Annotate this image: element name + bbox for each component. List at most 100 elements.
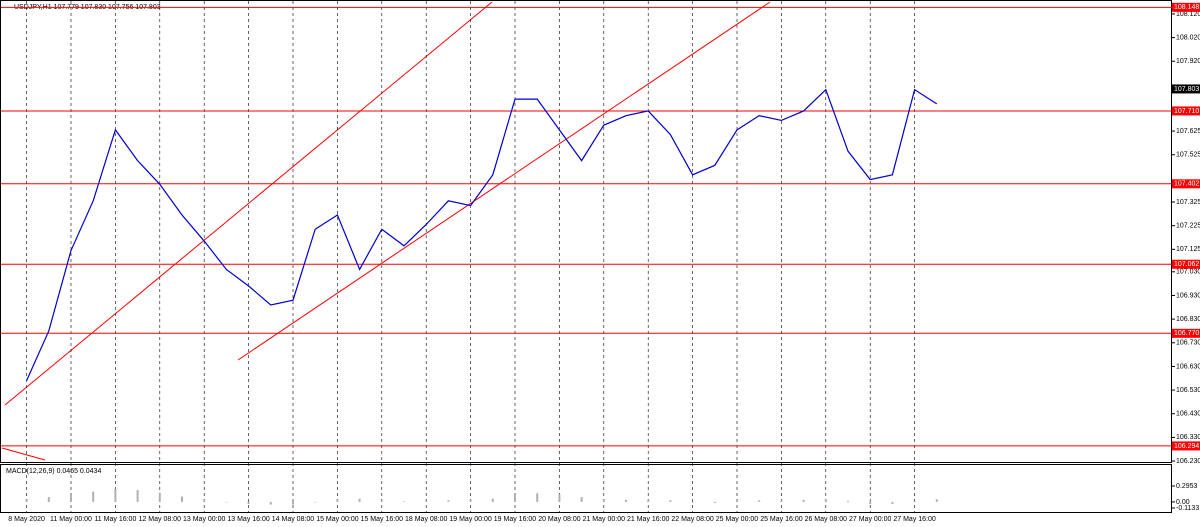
macd-bar xyxy=(269,501,272,505)
x-tick-label: 15 May 16:00 xyxy=(361,516,404,523)
x-tick-label: 18 May 08:00 xyxy=(405,516,448,523)
macd-bar xyxy=(247,501,250,505)
price-pane xyxy=(0,0,1172,463)
macd-bar xyxy=(802,499,805,502)
macd-bar xyxy=(225,501,228,503)
y-tick-label: 106.330 xyxy=(1176,434,1200,441)
macd-bar xyxy=(736,501,738,502)
x-tick-label: 27 May 16:00 xyxy=(893,516,936,523)
macd-bar xyxy=(136,490,139,502)
macd-bar xyxy=(602,499,605,502)
level-tag xyxy=(1172,328,1200,338)
x-tick-label: 21 May 16:00 xyxy=(627,516,670,523)
y-tick-label: 106.830 xyxy=(1176,316,1200,323)
y-tick-label: 108.120 xyxy=(1176,11,1200,18)
trend-line xyxy=(4,1,493,406)
x-tick-label: 11 May 16:00 xyxy=(94,516,136,523)
macd-bar xyxy=(314,501,317,503)
macd-bar xyxy=(336,499,339,502)
macd-bar xyxy=(758,500,761,502)
y-tick-label: 107.525 xyxy=(1176,152,1200,159)
last-price-tag xyxy=(1172,84,1200,94)
y-tick-label: 107.325 xyxy=(1176,199,1200,206)
price-line xyxy=(26,88,938,381)
x-tick-label: 19 May 00:00 xyxy=(449,516,492,523)
macd-bar xyxy=(669,500,672,502)
macd-bar xyxy=(558,494,561,502)
x-tick-label: 12 May 08:00 xyxy=(139,516,182,523)
macd-bar xyxy=(691,501,694,503)
last-price-label: 107.803 xyxy=(1174,86,1199,93)
x-tick-label: 26 May 08:00 xyxy=(805,516,848,523)
macd-bar xyxy=(203,499,206,502)
x-tick-label: 14 May 08:00 xyxy=(272,516,315,523)
x-tick-label: 25 May 16:00 xyxy=(760,516,803,523)
level-tag xyxy=(1172,106,1200,116)
y-tick-label: 106.430 xyxy=(1176,411,1200,418)
level-tag xyxy=(1172,259,1200,269)
y-tick-label: 106.630 xyxy=(1176,363,1200,370)
macd-bar xyxy=(158,492,161,502)
macd-bar xyxy=(580,497,583,502)
level-tag xyxy=(1172,179,1200,189)
macd-bar xyxy=(469,499,472,502)
y-tick-label: 107.920 xyxy=(1176,58,1200,65)
level-label: 106.770 xyxy=(1174,330,1199,337)
macd-bar xyxy=(114,489,117,502)
x-tick-label: 13 May 00:00 xyxy=(183,516,226,523)
trend-lines xyxy=(1,1,771,461)
macd-title: MACD(12,26,9) 0.0465 0.0434 xyxy=(6,468,101,475)
macd-bar xyxy=(181,496,183,502)
macd-bar xyxy=(913,501,916,502)
x-tick-label: 13 May 16:00 xyxy=(227,516,270,523)
macd-bar xyxy=(491,498,494,502)
level-label: 107.062 xyxy=(1174,261,1199,268)
trend-line xyxy=(237,1,771,361)
x-tick-label: 11 May 00:00 xyxy=(50,516,92,523)
macd-bar xyxy=(536,493,539,502)
level-tag xyxy=(1172,441,1200,451)
level-label: 106.294 xyxy=(1174,443,1199,450)
macd-bar xyxy=(380,500,383,502)
macd-bar xyxy=(403,501,405,502)
x-tick-label: 15 May 00:00 xyxy=(316,516,359,523)
level-tag xyxy=(1172,2,1200,12)
macd-bar xyxy=(869,501,872,505)
macd-bar xyxy=(824,498,827,502)
y-tick-label: 108.020 xyxy=(1176,34,1200,41)
y-tick-label: -0.1133 xyxy=(1176,505,1199,512)
y-tick-label: 106.530 xyxy=(1176,387,1200,394)
x-tick-label: 19 May 16:00 xyxy=(494,516,537,523)
macd-bar xyxy=(447,500,450,502)
macd-bar xyxy=(425,500,428,502)
y-tick-label: 106.730 xyxy=(1176,340,1200,347)
macd-bar xyxy=(514,495,516,502)
macd-bar xyxy=(25,499,28,502)
y-tick-label: 107.030 xyxy=(1176,269,1200,276)
macd-bar xyxy=(625,499,627,502)
macd-bar xyxy=(935,499,938,502)
macd-pane xyxy=(0,464,1172,513)
y-tick-label: 0.00 xyxy=(1176,499,1190,506)
x-tick-label: 8 May 2020 xyxy=(8,516,45,523)
y-tick-label: 0.2953 xyxy=(1176,483,1198,490)
level-label: 107.402 xyxy=(1174,181,1199,188)
x-tick-label: 25 May 00:00 xyxy=(716,516,759,523)
x-tick-label: 22 May 08:00 xyxy=(671,516,714,523)
macd-bar xyxy=(891,501,894,505)
level-label: 108.148 xyxy=(1174,4,1199,11)
y-tick-label: 107.125 xyxy=(1176,246,1200,253)
y-tick-label: 106.930 xyxy=(1176,292,1200,299)
macd-bar xyxy=(292,501,294,505)
y-tick-label: 107.625 xyxy=(1176,128,1200,135)
level-label: 107.710 xyxy=(1174,108,1199,115)
y-tick-label: 107.225 xyxy=(1176,223,1200,230)
macd-bar xyxy=(358,498,361,502)
macd-bar xyxy=(647,499,650,502)
macd-bar xyxy=(70,494,72,502)
macd-bar xyxy=(47,497,50,502)
x-tick-label: 21 May 00:00 xyxy=(583,516,626,523)
macd-bar xyxy=(713,501,716,503)
x-tick-label: 27 May 00:00 xyxy=(849,516,892,523)
